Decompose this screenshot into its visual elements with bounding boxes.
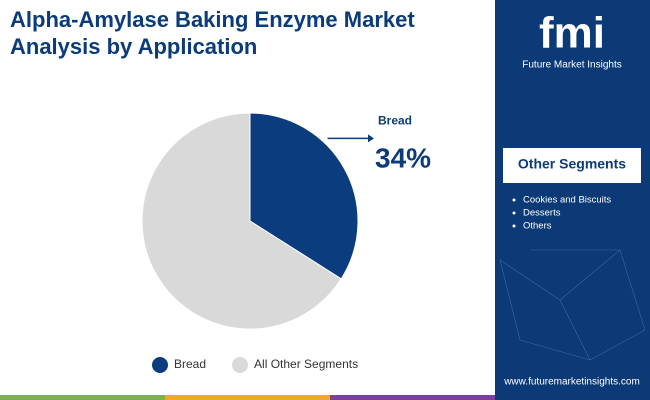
bullet — [512, 198, 516, 202]
sidebar-title: Other Segments — [518, 156, 626, 172]
legend-swatch — [152, 357, 168, 373]
bullet — [512, 211, 516, 215]
strip — [330, 395, 495, 400]
network-decoration — [499, 249, 646, 361]
website: www.futuremarketinsights.com — [503, 377, 640, 388]
side-panel — [495, 0, 650, 400]
sidebar-item: Desserts — [523, 208, 561, 219]
strip — [495, 395, 650, 400]
sidebar-box — [503, 148, 641, 183]
callout-category: Bread — [378, 114, 412, 128]
legend-swatch — [232, 357, 249, 373]
sidebar-item: Others — [523, 221, 552, 232]
pie-slice — [249, 112, 359, 280]
strip — [165, 395, 330, 400]
title-box: Alpha-Amylase Baking Enzyme Market Analy… — [10, 7, 415, 59]
data-label: 34% — [375, 143, 431, 174]
pie-slice — [141, 112, 342, 330]
sidebar-item: Cookies and Biscuits — [523, 195, 611, 206]
legend-label: Bread — [174, 357, 206, 371]
logo: fmi — [539, 9, 605, 58]
legend-label: All Other Segments — [254, 357, 358, 371]
callout-arrow — [368, 134, 374, 143]
bullet — [512, 224, 516, 228]
strip — [0, 395, 165, 400]
brand-name: Future Market Insights — [522, 60, 621, 71]
chart-title: Alpha-Amylase Baking Enzyme Market Analy… — [10, 7, 415, 59]
